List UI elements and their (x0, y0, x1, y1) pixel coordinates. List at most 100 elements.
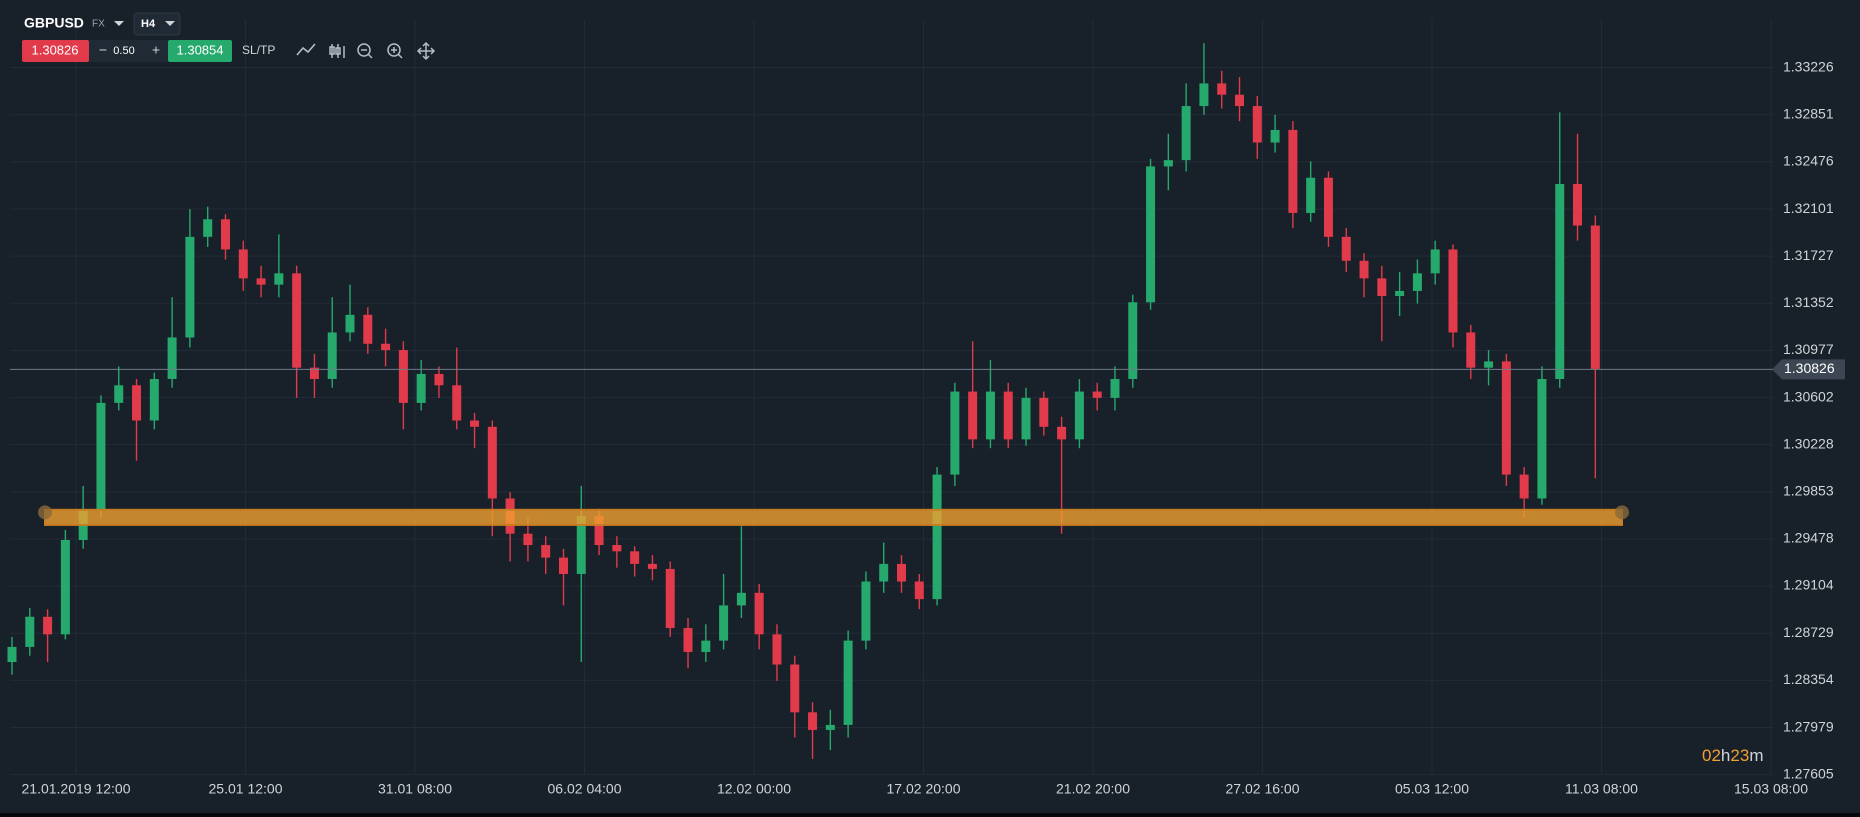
y-tick-label: 1.29478 (1783, 530, 1834, 546)
plus[interactable]: + (152, 42, 160, 58)
y-tick-label: 1.32476 (1783, 153, 1834, 169)
line-chart-icon[interactable] (296, 43, 316, 56)
y-tick-label: 1.32851 (1783, 105, 1834, 121)
bottom-bar (0, 813, 1860, 817)
candle-body (132, 385, 142, 421)
candle-body (363, 314, 373, 344)
zoom-in-icon[interactable] (387, 43, 403, 59)
candle-body (1163, 160, 1173, 167)
x-tick-label: 21.01.2019 12:00 (22, 781, 131, 797)
candle-body (60, 540, 70, 635)
zone-handle (1615, 505, 1629, 520)
y-tick-label: 1.28354 (1783, 671, 1834, 687)
candle-body (1092, 391, 1102, 398)
candle-body (808, 712, 818, 730)
zone-handle (38, 505, 52, 520)
countdown-hours: 02 (1702, 746, 1721, 765)
sell-button[interactable] (22, 40, 89, 62)
candle-body (114, 385, 124, 403)
candle-icon[interactable] (329, 44, 345, 58)
y-tick-label: 1.31352 (1783, 294, 1834, 310)
candle-body (327, 332, 337, 379)
candle-body (701, 640, 711, 652)
candle-body (1199, 83, 1209, 107)
candle-body (630, 551, 640, 564)
pan-icon[interactable] (416, 41, 436, 61)
x-tick-label: 31.01 08:00 (378, 781, 452, 797)
y-tick-label: 1.27979 (1783, 718, 1834, 734)
y-tick-label: 1.32101 (1783, 200, 1834, 216)
price-tag (1772, 359, 1845, 380)
candle-body (1448, 249, 1458, 333)
price-tag-label: 1.30826 (1784, 360, 1835, 376)
buy-button[interactable] (168, 40, 232, 62)
candle-body (1039, 397, 1049, 427)
candle-body (825, 724, 835, 730)
candle-body (594, 516, 604, 546)
candle-body (1146, 166, 1156, 303)
candle-body (1537, 378, 1547, 499)
candle-body (968, 391, 978, 440)
candle-body (1128, 302, 1138, 379)
ask-price[interactable]: 1.30854 (177, 42, 224, 57)
candle-body (1519, 474, 1529, 499)
countdown-h: h (1721, 746, 1730, 765)
symbol[interactable]: GBPUSD (24, 15, 84, 31)
plot (7, 43, 1773, 759)
minus[interactable]: − (99, 42, 107, 58)
candle-body (309, 367, 319, 379)
candle-body (1021, 397, 1031, 440)
candle-body (96, 402, 106, 510)
candle-body (274, 273, 284, 285)
candle-body (1341, 236, 1351, 261)
x-tick-label: 27.02 16:00 (1226, 781, 1300, 797)
candle-body (950, 391, 960, 475)
sltp-button[interactable]: SL/TP (242, 43, 275, 57)
candle-body (43, 616, 53, 635)
candle-body (1217, 83, 1227, 95)
y-tick-label: 1.30602 (1783, 388, 1834, 404)
bid-price[interactable]: 1.30826 (32, 42, 79, 57)
candle-body (1573, 184, 1583, 226)
candle-body (985, 391, 995, 440)
countdown-m: m (1749, 746, 1763, 765)
x-tick-label: 17.02 20:00 (887, 781, 961, 797)
candle-body (1074, 391, 1084, 440)
candle-body (1555, 184, 1565, 379)
dropdown-arrow[interactable] (165, 21, 175, 26)
x-tick-label: 21.02 20:00 (1056, 781, 1130, 797)
candle-body (470, 420, 480, 427)
zoom-out-icon[interactable] (357, 43, 373, 59)
candle-body (416, 373, 426, 403)
candle-body (879, 563, 889, 582)
grid (10, 20, 1773, 776)
candle-body (843, 640, 853, 725)
candle-body (167, 337, 177, 379)
timeframe-box[interactable] (133, 12, 181, 36)
candle-body (1252, 106, 1262, 143)
candle-body (558, 557, 568, 574)
candle-body (1501, 361, 1511, 475)
candle-body (1590, 225, 1600, 369)
candle-body (861, 581, 871, 641)
countdown-minutes: 23 (1730, 746, 1749, 765)
y-tick-label: 1.30228 (1783, 435, 1834, 451)
candle-body (1110, 378, 1120, 398)
y-tick-label: 1.29104 (1783, 577, 1834, 593)
candle-body (665, 568, 675, 629)
support-zone (44, 508, 1623, 526)
y-tick-label: 1.30977 (1783, 341, 1834, 357)
candle-body (1359, 260, 1369, 279)
x-tick-label: 05.03 12:00 (1395, 781, 1469, 797)
candle-body (220, 219, 230, 250)
timeframe[interactable]: H4 (141, 18, 156, 30)
countdown: 02h23m (1702, 746, 1763, 765)
dropdown-arrow[interactable] (114, 21, 124, 26)
y-tick-label: 1.28729 (1783, 624, 1834, 640)
candle-body (25, 616, 35, 647)
candle-body (256, 278, 266, 285)
candle-body (932, 474, 942, 600)
axes: 1.33226 1.32851 1.32476 1.32101 1.31727 1.313… (22, 58, 1845, 797)
